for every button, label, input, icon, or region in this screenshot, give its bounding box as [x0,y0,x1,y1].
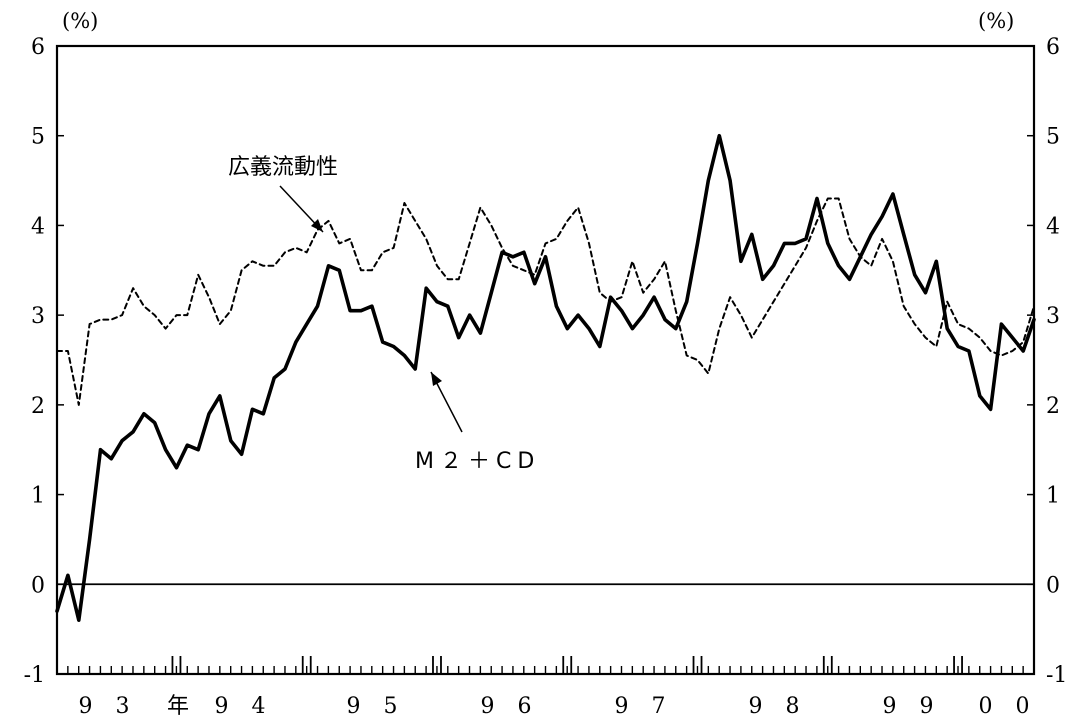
y-tick-label-left: 2 [31,394,45,419]
y-tick-label-left: 6 [31,35,45,60]
annotation-broad-liquidity: 広義流動性 [228,155,338,180]
annotation-m2cd: M２＋CD [415,449,540,474]
x-tick-label: 9 5 [347,694,406,719]
x-tick-label: 0 0 [979,694,1038,719]
y-tick-label-left: 4 [31,214,45,239]
y-tick-label-left: 3 [31,304,45,329]
y-unit-right: (%) [978,9,1014,33]
x-tick-label: 9 7 [615,694,674,719]
x-tick-label: 9 6 [481,694,540,719]
x-tick-label: 9 9 [883,694,942,719]
arrow-broad-liquidity [279,185,324,233]
y-tick-label-right: -1 [1046,663,1067,688]
plot-area [55,44,1036,676]
series-line-m2cd [55,133,1036,623]
y-tick-label-right: 6 [1046,35,1060,60]
y-tick-label-right: 4 [1046,214,1060,239]
y-tick-label-left: 0 [31,573,45,598]
y-tick-label-left: 1 [31,484,45,509]
arrow-m2cd [430,371,463,433]
x-tick-label: 9 8 [749,694,808,719]
series-line-broad-liquidity [56,197,1035,406]
x-tick-label: 年 [167,694,197,719]
y-tick-label-right: 5 [1046,125,1060,150]
y-tick-label-left: 5 [31,125,45,150]
x-tick-label: 9 3 [79,694,138,719]
x-tick-label: 9 4 [215,694,274,719]
y-tick-label-right: 1 [1046,484,1060,509]
y-tick-label-right: 3 [1046,304,1060,329]
y-unit-left: (%) [62,9,98,33]
y-tick-label-right: 0 [1046,573,1060,598]
y-tick-label-left: -1 [24,663,45,688]
y-tick-label-right: 2 [1046,394,1060,419]
